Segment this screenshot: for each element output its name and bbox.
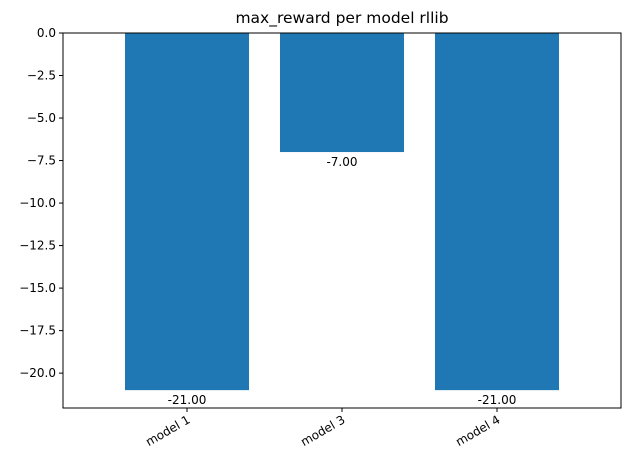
bar-value-label: -21.00 (478, 393, 517, 407)
data-labels-layer: -21.00 -7.00 -21.00 (168, 155, 517, 407)
bar-model-4 (435, 33, 559, 391)
x-tick-label: model 4 (453, 412, 502, 449)
y-tick-label: 0.0 (37, 26, 56, 40)
y-tick-label: −17.5 (19, 324, 56, 338)
y-tick-label: −2.5 (27, 69, 56, 83)
y-tick-label: −12.5 (19, 239, 56, 253)
bars-layer (125, 33, 559, 391)
y-tick-label: −20.0 (19, 366, 56, 380)
y-tick-label: −5.0 (27, 111, 56, 125)
x-tick-label: model 1 (143, 412, 192, 449)
y-tick-label: −15.0 (19, 281, 56, 295)
bar-model-1 (125, 33, 249, 391)
bar-value-label: -7.00 (326, 155, 357, 169)
x-tick-label: model 3 (298, 412, 347, 449)
plot-frame (62, 32, 622, 409)
bar-model-3 (280, 33, 404, 153)
bar-value-label: -21.00 (168, 393, 207, 407)
x-axis: model 1 model 3 model 4 (143, 408, 503, 449)
y-tick-label: −10.0 (19, 196, 56, 210)
y-axis: 0.0 −2.5 −5.0 −7.5 −10.0 −12.5 −15.0 −17.5 −20.0 (19, 26, 63, 380)
chart-title: max_reward per model rllib (235, 9, 448, 28)
y-tick-label: −7.5 (27, 154, 56, 168)
